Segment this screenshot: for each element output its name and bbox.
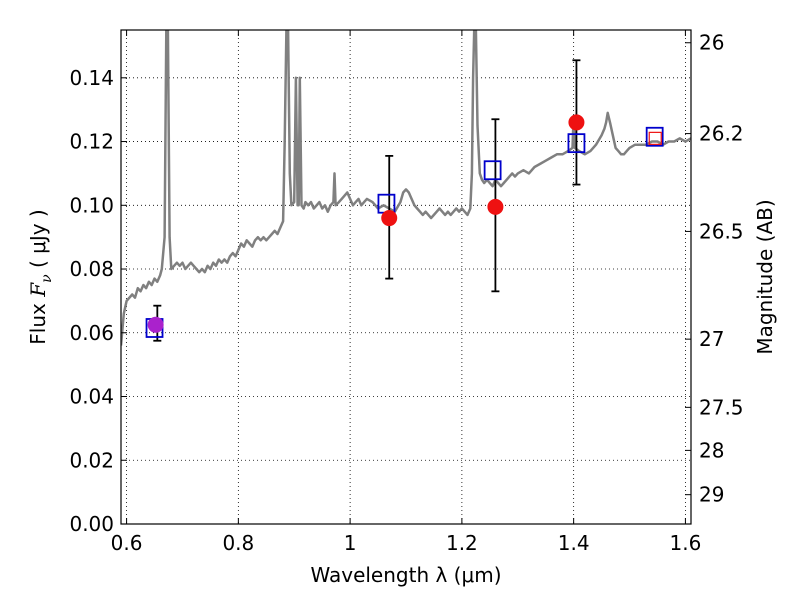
model-square-marker bbox=[645, 126, 664, 147]
y2-tick-label: 27.5 bbox=[699, 395, 744, 419]
x-tick-label: 1.2 bbox=[446, 531, 478, 555]
y2-tick-label: 26.5 bbox=[699, 219, 744, 243]
y-tick-label: 0.00 bbox=[69, 512, 114, 536]
x-tick-label: 1 bbox=[344, 531, 357, 555]
x-tick-label: 1.6 bbox=[670, 531, 702, 555]
y-tick-label: 0.02 bbox=[69, 448, 114, 472]
y-tick-label: 0.10 bbox=[69, 193, 114, 217]
small-square-marker bbox=[648, 131, 662, 145]
tick-labels: 0.6 0.8 1 1.2 1.4 1.6 0.00 0.02 0.04 0.06 0.08 0.10… bbox=[69, 31, 743, 555]
model-square-marker bbox=[567, 133, 586, 154]
y-axis-label-symbol: F bbox=[26, 282, 50, 298]
y-tick-label: 0.04 bbox=[69, 385, 114, 409]
y2-axis-label: Magnitude (AB) bbox=[753, 199, 777, 354]
y2-tick-label: 26.2 bbox=[699, 122, 744, 146]
y-axis-label-subscript: ν bbox=[39, 274, 55, 283]
x-tick-label: 0.8 bbox=[222, 531, 254, 555]
y2-tick-label: 29 bbox=[699, 483, 724, 507]
observed-circle-marker bbox=[147, 316, 164, 333]
y-tick-label: 0.14 bbox=[69, 66, 114, 90]
y-axis-label: Flux Fν ( μJy ) bbox=[26, 209, 55, 344]
observed-circle-marker bbox=[568, 114, 585, 131]
y-axis-label-prefix: Flux bbox=[26, 297, 50, 345]
y2-tick-label: 26 bbox=[699, 31, 724, 55]
observed-circle-marker bbox=[381, 210, 398, 227]
plot-frame bbox=[120, 29, 692, 525]
y-tick-label: 0.08 bbox=[69, 257, 114, 281]
spectrum-line bbox=[121, 30, 691, 346]
x-tick-label: 0.6 bbox=[111, 531, 143, 555]
ticks bbox=[121, 30, 691, 525]
x-tick-label: 1.4 bbox=[558, 531, 590, 555]
x-axis-label: Wavelength λ (μm) bbox=[310, 563, 501, 587]
grid bbox=[121, 30, 691, 525]
y-axis-label-units: ( μJy ) bbox=[26, 209, 50, 274]
y-tick-label: 0.12 bbox=[69, 130, 114, 154]
y2-tick-label: 27 bbox=[699, 327, 724, 351]
observed-circle-marker bbox=[487, 198, 504, 215]
plot-area bbox=[121, 30, 691, 346]
y-tick-label: 0.06 bbox=[69, 321, 114, 345]
model-square-marker bbox=[483, 160, 502, 181]
y2-tick-label: 28 bbox=[699, 438, 724, 462]
